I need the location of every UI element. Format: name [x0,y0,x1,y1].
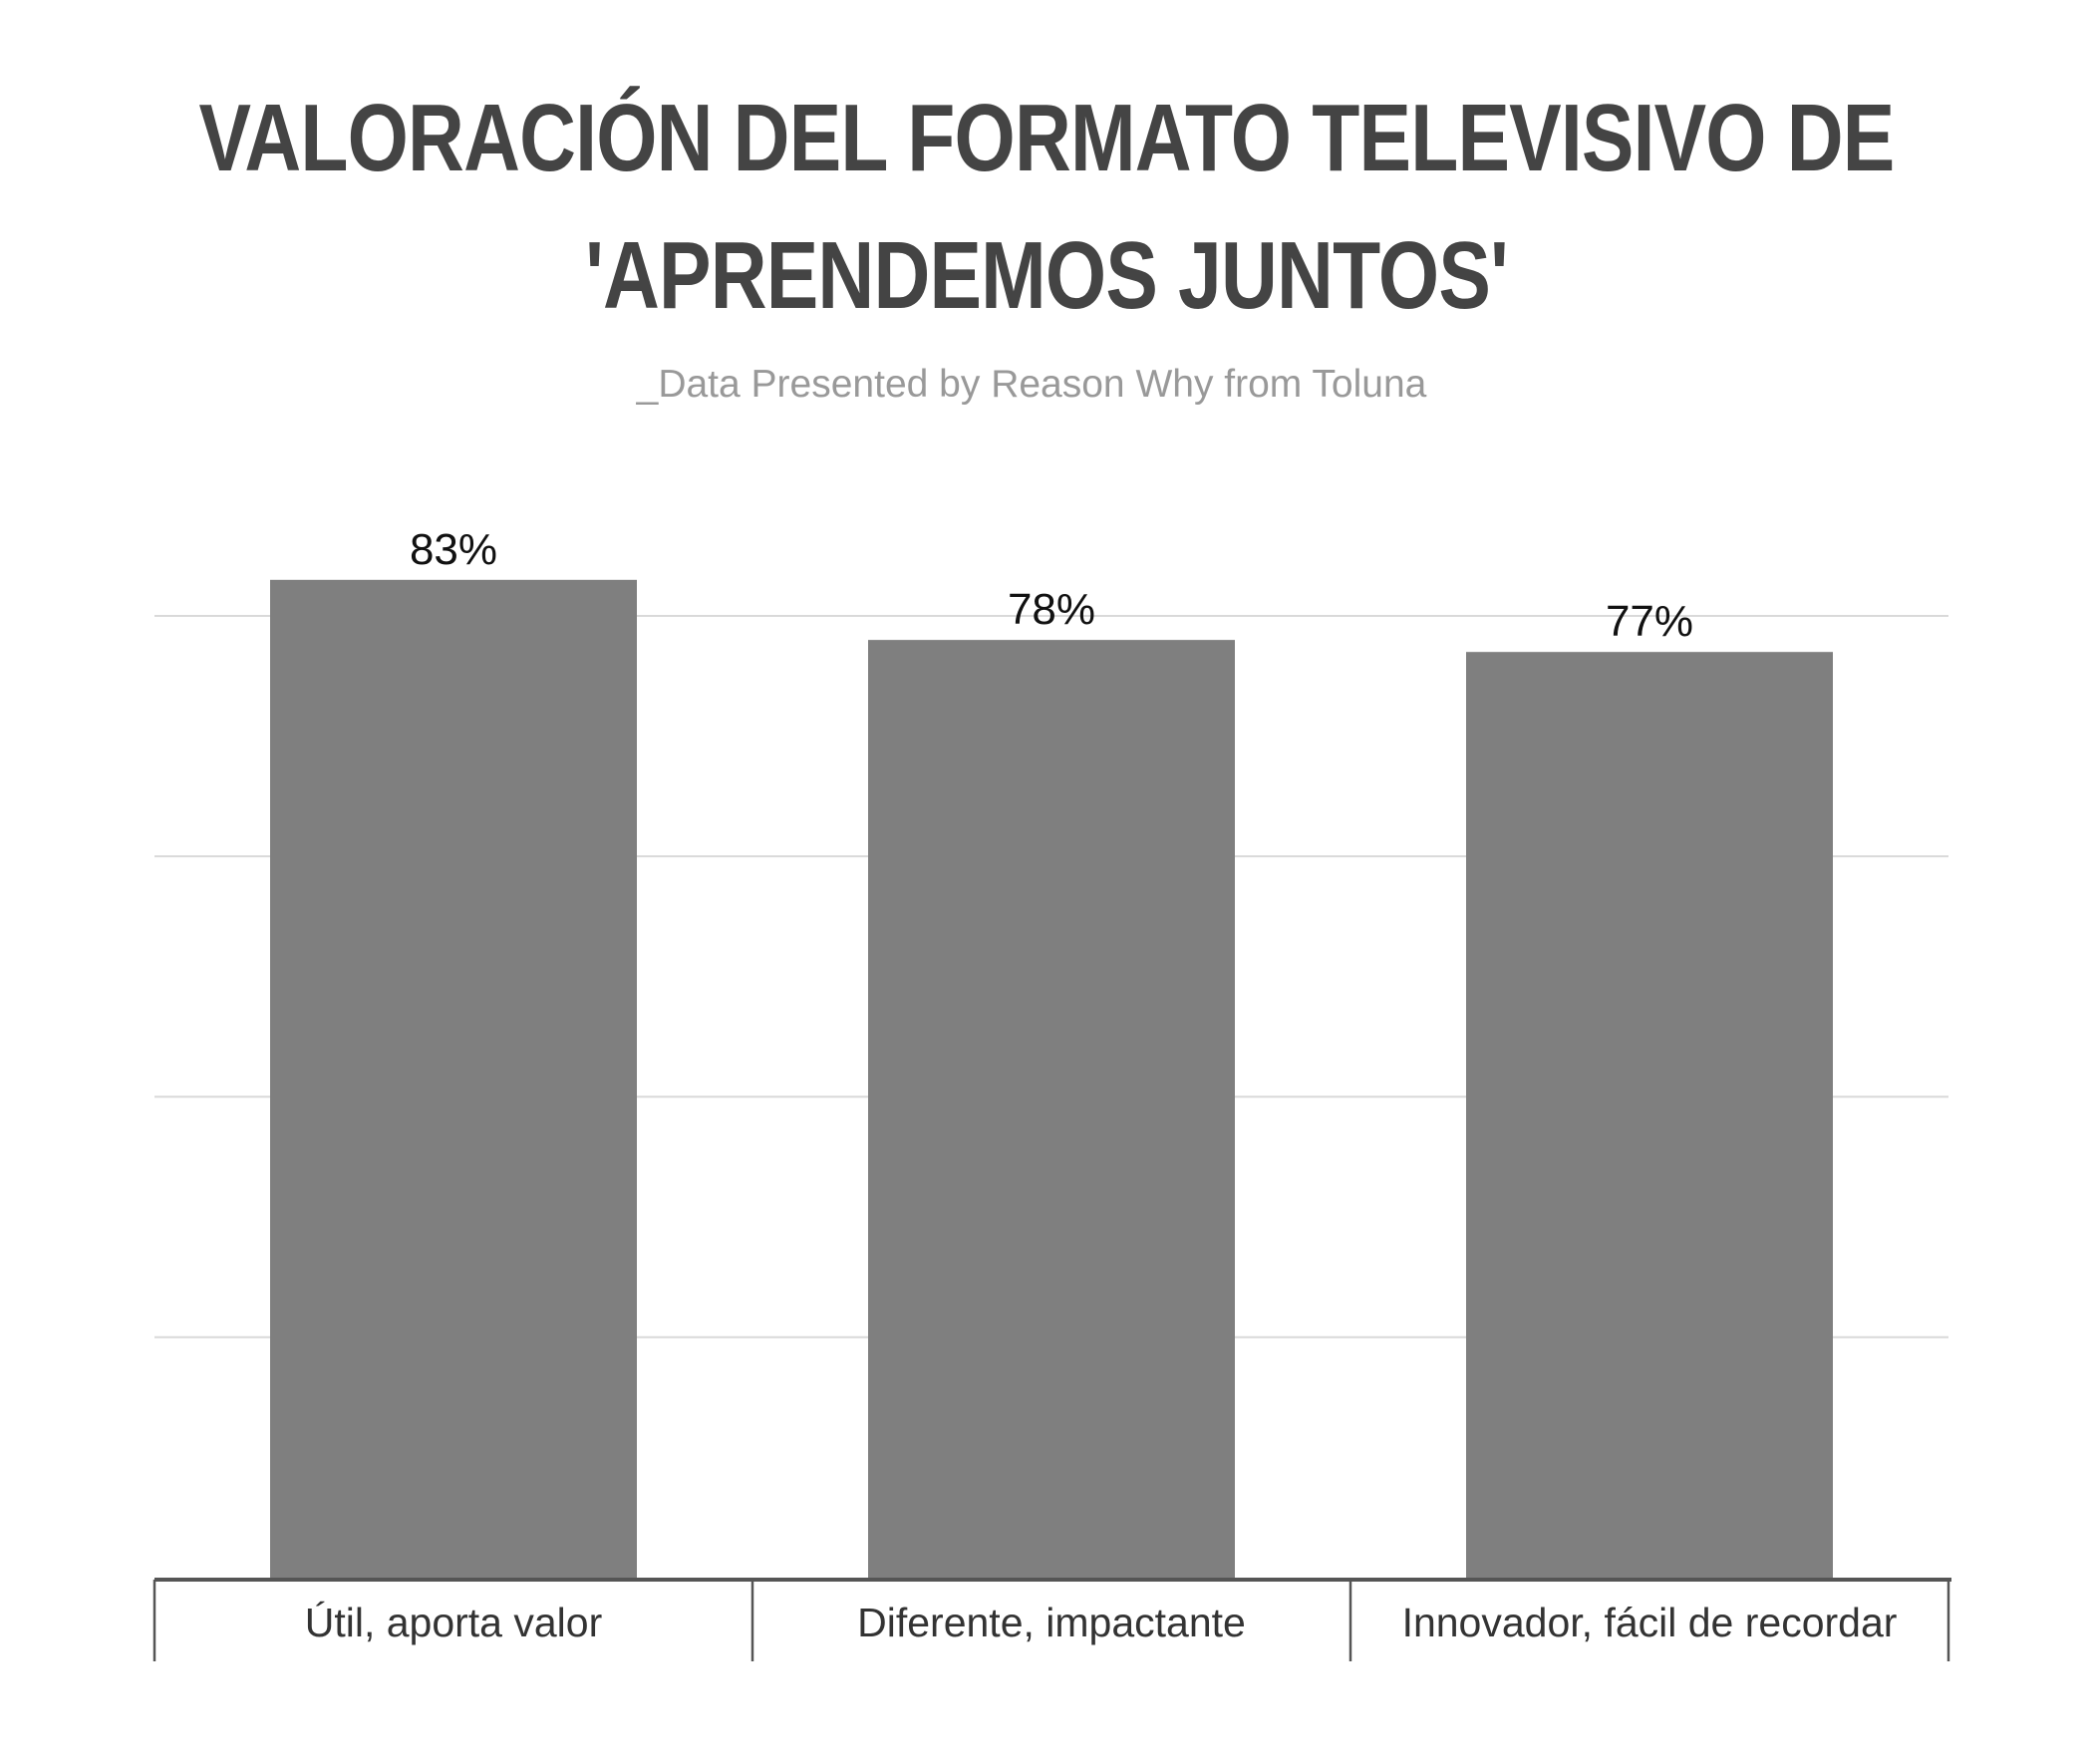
bar-3 [1466,652,1833,1578]
x-tick-label-1: Útil, aporta valor [305,1600,603,1645]
x-axis [152,1578,1951,1661]
chart-title-line-1: VALORACIÓN DEL FORMATO TELEVISIVO DE [198,85,1896,191]
value-label-2: 78% [1008,585,1095,634]
x-tick-labels: Útil, aporta valor Diferente, impactante I… [305,1600,1898,1645]
bar-1 [270,579,637,1578]
chart-subtitle: _Data Presented by Reason Why from Tolun… [636,363,1427,406]
chart-title-line-2: 'APRENDEMOS JUNTOS' [585,222,1509,329]
value-label-1: 83% [410,525,497,574]
x-tick-label-3: Innovador, fácil de recordar [1402,1600,1898,1645]
value-labels: 83% 78% 77% [410,525,1693,646]
value-label-3: 77% [1606,597,1693,646]
x-tick-label-2: Diferente, impactante [857,1600,1246,1645]
chart-title: VALORACIÓN DEL FORMATO TELEVISIVO DE 'AP… [188,70,1905,345]
bars [270,579,1833,1578]
bar-2 [868,640,1235,1578]
